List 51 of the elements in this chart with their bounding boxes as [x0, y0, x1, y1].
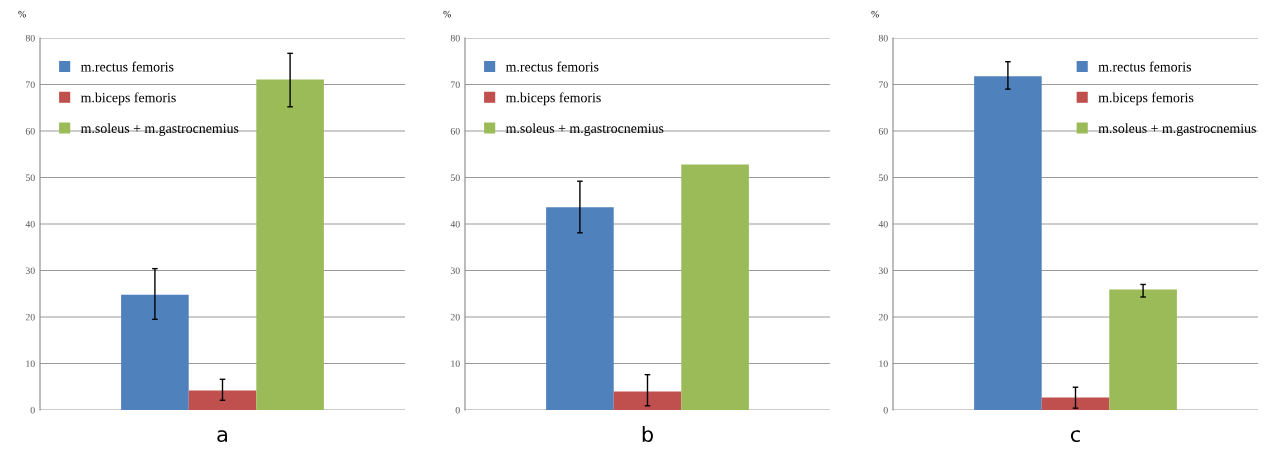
- y-tick-label: 40: [878, 220, 888, 228]
- y-tick-label: 50: [25, 174, 35, 181]
- y-tick-label: 50: [878, 174, 888, 181]
- y-tick-label: 20: [25, 313, 35, 321]
- y-tick-label: 0: [883, 406, 888, 414]
- bar: [613, 391, 682, 410]
- y-tick-label: 70: [451, 81, 460, 88]
- legend-label: m.biceps femoris: [80, 92, 176, 106]
- x-axis-title: a: [217, 430, 227, 443]
- y-tick-label: 20: [878, 313, 888, 321]
- y-tick-label: 30: [25, 267, 35, 274]
- y-axis-title: %: [871, 10, 879, 18]
- y-tick-label: 10: [879, 360, 888, 367]
- y-tick-label: 30: [878, 267, 888, 274]
- y-tick-label: 20: [450, 313, 460, 321]
- y-tick-label: 80: [878, 34, 888, 42]
- bar: [188, 390, 257, 410]
- y-tick-label: 0: [455, 406, 460, 414]
- y-tick-label: 80: [25, 34, 35, 42]
- legend-label: m.biceps femoris: [505, 92, 601, 106]
- x-axis-title: b: [642, 425, 653, 443]
- y-axis-title: %: [443, 10, 451, 18]
- y-tick-label: 60: [25, 127, 35, 135]
- bar: [256, 79, 324, 410]
- legend-label: m.rectus femoris: [80, 61, 174, 72]
- y-tick-label: 0: [30, 406, 35, 414]
- bar: [546, 207, 614, 410]
- y-tick-label: 70: [26, 81, 35, 88]
- bar: [121, 294, 189, 410]
- legend-label: m.rectus femoris: [1098, 61, 1191, 72]
- x-axis-title: c: [1070, 430, 1080, 443]
- legend-label: m.soleus + m.gastrocnemius: [505, 123, 664, 136]
- y-tick-label: 60: [450, 127, 460, 135]
- legend-label: m.soleus + m.gastrocnemius: [80, 123, 239, 136]
- legend-label: m.biceps femoris: [1098, 92, 1194, 106]
- bar: [974, 76, 1042, 410]
- bar: [1109, 289, 1177, 410]
- y-tick-label: 40: [25, 220, 35, 228]
- y-tick-label: 80: [450, 34, 460, 42]
- bar: [681, 164, 749, 410]
- y-tick-label: 10: [451, 360, 460, 367]
- y-tick-label: 70: [879, 81, 888, 88]
- y-tick-label: 30: [450, 267, 460, 274]
- bar: [1041, 397, 1110, 410]
- y-tick-label: 60: [878, 127, 888, 135]
- y-tick-label: 50: [450, 174, 460, 181]
- legend-label: m.rectus femoris: [505, 61, 599, 72]
- legend-label: m.soleus + m.gastrocnemius: [1098, 123, 1256, 136]
- y-tick-label: 40: [450, 220, 460, 228]
- y-tick-label: 10: [26, 360, 35, 367]
- y-axis-title: %: [18, 10, 26, 18]
